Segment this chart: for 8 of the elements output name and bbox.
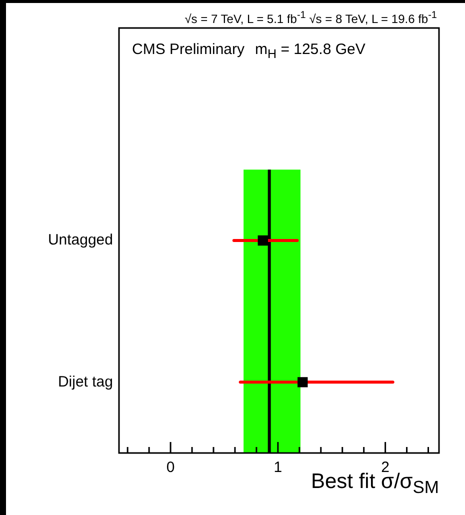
x-tick-label: 0 (166, 459, 175, 476)
y-tick-label: Dijet tag (58, 373, 113, 390)
text: CMS Preliminary (132, 41, 245, 58)
y-tick-label: Untagged (48, 232, 113, 249)
x-tick-label: 2 (381, 459, 390, 476)
x-tick-label: 1 (274, 459, 282, 476)
chart-subtitle: √s = 7 TeV, L = 5.1 fb$^{-1}$ √s = 8 TeV, L = 19.6 fb$^{-1}$ (184, 10, 437, 26)
text: m$_{H}$ = 125.8 GeV (255, 41, 366, 61)
